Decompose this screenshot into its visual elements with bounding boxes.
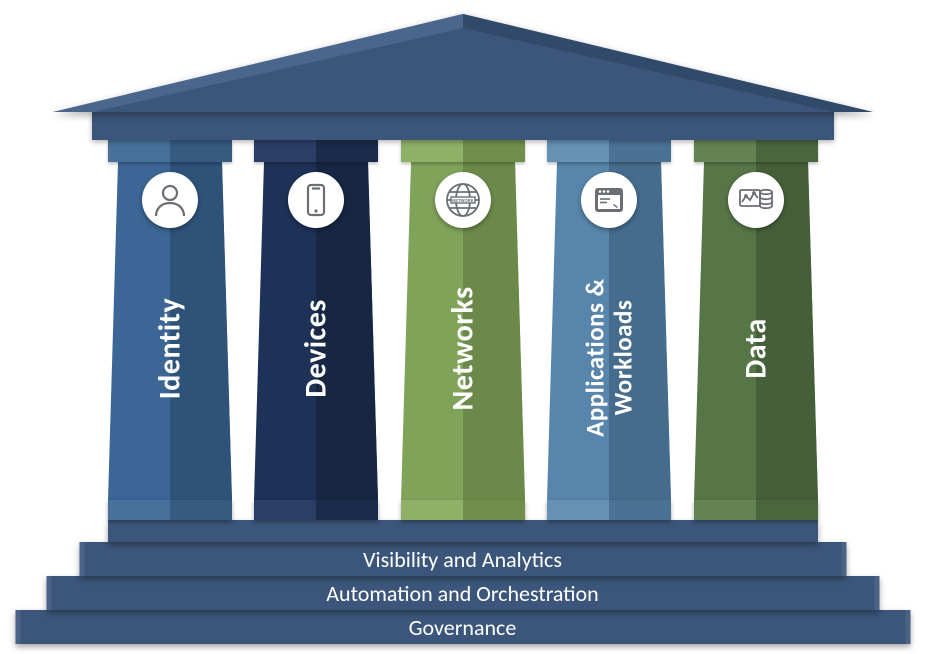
foundation-label: Governance	[409, 614, 517, 641]
pillar-cap	[694, 140, 818, 162]
pillar-cap	[254, 140, 378, 162]
pillar-label: Applications &Workloads	[582, 228, 637, 488]
zero-trust-pillars-diagram: Identity Devices	[0, 0, 925, 654]
pillar-identity: Identity	[108, 140, 232, 520]
pillar-cap	[108, 140, 232, 162]
pillars-row: Identity Devices	[108, 140, 818, 520]
user-icon	[142, 172, 198, 228]
pillar-data: Data	[694, 140, 818, 520]
foundation-label: Visibility and Analytics	[363, 546, 562, 573]
device-icon	[288, 172, 344, 228]
pillar-applications-workloads: Applications &Workloads	[547, 140, 671, 520]
pillar-networks: NETWORK Networks	[401, 140, 525, 520]
plinth	[108, 520, 818, 542]
pillar-label: Identity	[151, 298, 188, 399]
pillar-base	[108, 500, 232, 520]
pillar-base	[547, 500, 671, 520]
pillar-base	[401, 500, 525, 520]
pillar-base	[254, 500, 378, 520]
network-icon: NETWORK	[435, 172, 491, 228]
pillar-label: Devices	[298, 299, 335, 398]
pillar-base	[694, 500, 818, 520]
pillar-label: Networks	[444, 286, 481, 410]
app-icon	[581, 172, 637, 228]
svg-text:NETWORK: NETWORK	[452, 198, 474, 203]
pillar-cap	[401, 140, 525, 162]
pillar-devices: Devices	[254, 140, 378, 520]
data-icon	[728, 172, 784, 228]
pillar-label-text: Applications &Workloads	[580, 278, 639, 437]
roof-entablature	[92, 112, 834, 140]
roof-pediment	[53, 14, 873, 112]
foundation-step-2: Automation and Orchestration	[46, 576, 879, 610]
foundation-step-3: Governance	[15, 610, 910, 644]
pillar-label: Data	[737, 318, 774, 378]
foundation-step-1: Visibility and Analytics	[79, 542, 846, 576]
foundation-label: Automation and Orchestration	[326, 580, 598, 607]
pillar-cap	[547, 140, 671, 162]
